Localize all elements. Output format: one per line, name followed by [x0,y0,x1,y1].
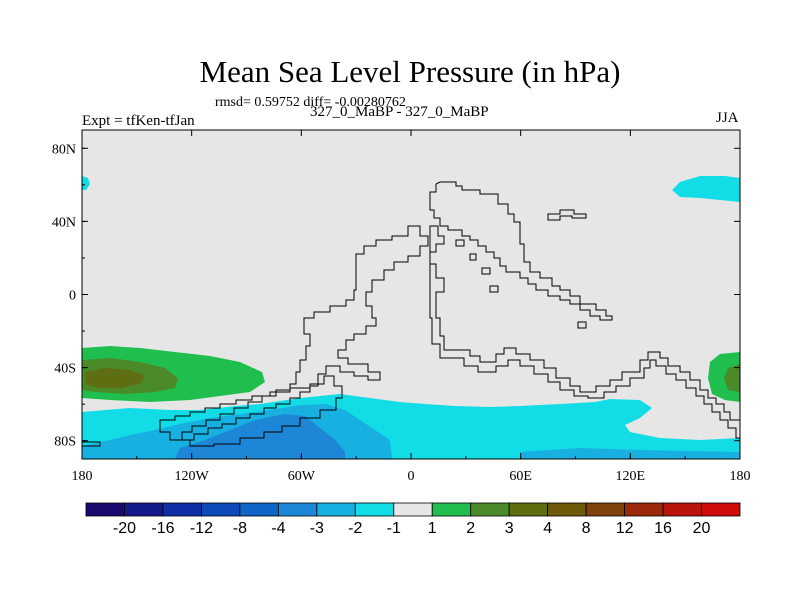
x-tick-label: 180 [72,469,93,484]
coastline-layer [82,181,740,447]
experiment-label: Expt = tfKen-tfJan [82,113,195,129]
colorbar-swatch [354,502,395,517]
map-area [82,130,740,459]
colorbar-swatch [85,502,125,517]
colorbar-swatch [124,502,164,517]
colorbar-label: -2 [348,520,362,537]
colorbar-label: 1 [428,520,437,537]
colorbar: -20 -16 -12 -8 -4 -3 -2 -1 1 2 3 4 8 12 16 20 [85,502,741,537]
axes-layer: 180 120W 60W 0 60E 120E 180 80N 40N 0 40S 80S [52,130,751,484]
colorbar-swatch [701,502,741,517]
colorbar-label: 12 [616,520,634,537]
colorbar-label: 8 [582,520,591,537]
coastline-western-landmass [181,225,429,441]
coastline-central-landmass [429,225,740,439]
coastline-small-island-2 [481,267,491,275]
contour-minus3-antarctic [175,414,345,459]
chart-title: Mean Sea Level Pressure (in hPa) [199,54,621,89]
colorbar-swatch [508,502,549,517]
colorbar-swatch [162,502,202,517]
colorbar-label: -12 [190,520,213,537]
coastline-southern-fill [82,441,101,447]
contour-minus1-equator-edge [82,176,90,190]
contour-plus2-east [724,364,740,392]
colorbar-swatch [201,502,241,517]
colorbar-label: -20 [113,520,136,537]
x-tick-label: 60E [509,469,532,484]
comparison-label: 327_0_MaBP - 327_0_MaBP [310,104,489,120]
colorbar-label: -16 [151,520,174,537]
colorbar-swatch [431,502,472,517]
x-tick-label: 120W [175,469,210,484]
y-tick-label: 40S [54,362,76,377]
x-tick-label: 120E [616,469,646,484]
colorbar-label: -4 [271,520,285,537]
colorbar-label: -1 [387,520,401,537]
colorbar-label: 4 [543,520,552,537]
coastline-northern-continent [429,181,613,321]
contour-minus1-north-pacific [672,176,740,202]
coastline-small-island-3 [489,285,499,293]
season-label: JJA [716,110,739,126]
x-tick-label: 60W [288,469,316,484]
colorbar-swatch [585,502,625,517]
y-tick-label: 80N [52,142,76,157]
colorbar-swatch [624,502,664,517]
colorbar-label: 20 [693,520,711,537]
coastline-small-island-1 [455,239,465,247]
x-tick-label: 0 [408,469,415,484]
coastline-northern-island-chain [547,209,587,221]
colorbar-label: 2 [466,520,475,537]
coastline-small-island-5 [469,253,477,261]
colorbar-swatch [470,502,510,517]
colorbar-label: 16 [654,520,672,537]
colorbar-label: -3 [310,520,324,537]
x-tick-label: 180 [730,469,751,484]
y-tick-label: 40N [52,215,76,230]
y-tick-label: 80S [54,435,76,450]
colorbar-swatch [277,502,318,517]
y-tick-label: 0 [69,289,76,304]
colorbar-swatch [547,502,587,517]
colorbar-swatch [316,502,356,517]
coastline-southern-landmass [159,375,343,447]
colorbar-swatch [662,502,702,517]
colorbar-label: -8 [233,520,247,537]
coastline-small-island-4 [577,321,587,329]
contour-plus3-south-pacific [85,368,145,388]
stats-label: rmsd= 0.59752 diff= -0.00280762 [215,95,406,110]
colorbar-label: 3 [505,520,514,537]
colorbar-swatch [393,502,433,517]
colorbar-swatch [239,502,279,517]
